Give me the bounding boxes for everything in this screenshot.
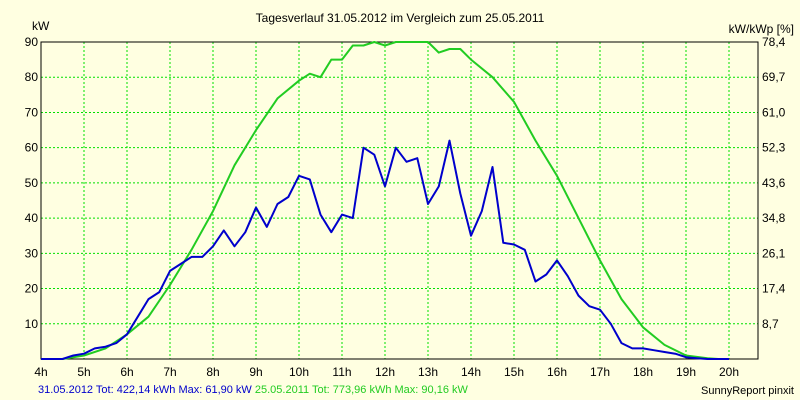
y-tick-label-left: 50 bbox=[25, 176, 39, 190]
x-tick-label: 9h bbox=[249, 365, 262, 379]
y-tick-label-left: 20 bbox=[25, 282, 39, 296]
x-tick-label: 10h bbox=[289, 365, 309, 379]
legend-entry-2011: 25.05.2011 Tot: 773,96 kWh Max: 90,16 kW bbox=[254, 384, 468, 396]
x-tick-label: 12h bbox=[375, 365, 395, 379]
x-tick-label: 20h bbox=[719, 365, 739, 379]
y-tick-label-left: 80 bbox=[25, 70, 39, 84]
x-tick-label: 19h bbox=[676, 365, 696, 379]
axis-ticks: 10 8,7 20 17,4 30 26,1 40 34,8 50 43,6 60 52,3 70 61,… bbox=[25, 35, 786, 379]
x-tick-label: 18h bbox=[633, 365, 653, 379]
x-tick-label: 8h bbox=[206, 365, 219, 379]
x-tick-label: 15h bbox=[504, 365, 524, 379]
x-tick-label: 14h bbox=[461, 365, 481, 379]
y-tick-label-left: 90 bbox=[25, 35, 39, 49]
series-line-31-05-2012 bbox=[41, 139, 729, 360]
y-tick-label-left: 10 bbox=[25, 317, 39, 331]
series-layer bbox=[41, 41, 729, 360]
x-tick-label: 17h bbox=[590, 365, 610, 379]
y-tick-label-right: 61,0 bbox=[762, 105, 786, 119]
chart-title: Tagesverlauf 31.05.2012 im Vergleich zum… bbox=[255, 11, 545, 25]
plot-area bbox=[40, 41, 759, 360]
x-tick-label: 13h bbox=[418, 365, 438, 379]
y-axis-left-label: kW bbox=[32, 19, 50, 33]
y-tick-label-left: 70 bbox=[25, 105, 39, 119]
credit-text: SunnyReport pinxit bbox=[701, 385, 794, 397]
x-tick-label: 16h bbox=[547, 365, 567, 379]
y-tick-label-right: 78,4 bbox=[762, 35, 786, 49]
y-tick-label-right: 69,7 bbox=[762, 70, 786, 84]
x-tick-label: 4h bbox=[34, 365, 47, 379]
y-tick-label-left: 30 bbox=[25, 246, 39, 260]
x-tick-label: 11h bbox=[332, 365, 351, 379]
y-tick-label-right: 34,8 bbox=[762, 211, 786, 225]
y-tick-label-right: 8,7 bbox=[762, 317, 779, 331]
y-tick-label-right: 17,4 bbox=[762, 282, 786, 296]
x-tick-label: 5h bbox=[77, 365, 90, 379]
x-tick-label: 6h bbox=[120, 365, 133, 379]
x-tick-label: 7h bbox=[163, 365, 176, 379]
legend-entry-2012: 31.05.2012 Tot: 422,14 kWh Max: 61,90 kW bbox=[38, 384, 252, 396]
y-axis-right-label: kW/kWp [%] bbox=[728, 22, 794, 36]
y-tick-label-left: 40 bbox=[25, 211, 39, 225]
y-tick-label-right: 43,6 bbox=[762, 176, 786, 190]
y-tick-label-right: 52,3 bbox=[762, 141, 786, 155]
y-tick-label-left: 60 bbox=[25, 141, 39, 155]
grid bbox=[41, 41, 758, 359]
y-tick-label-right: 26,1 bbox=[762, 246, 786, 260]
legend: 31.05.2012 Tot: 422,14 kWh Max: 61,90 kW… bbox=[38, 384, 468, 396]
